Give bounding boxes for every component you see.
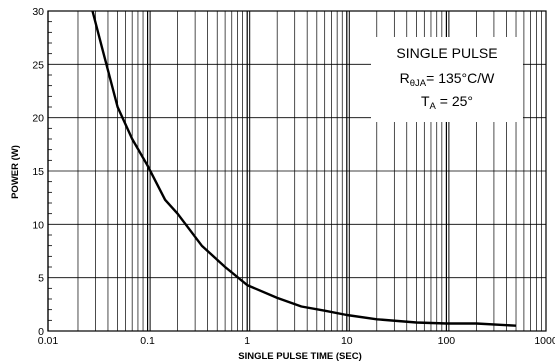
y-tick-label: 20 <box>32 113 44 125</box>
annotation-box: SINGLE PULSE RθJA= 135°C/W TA = 25° <box>371 37 523 122</box>
annotation-resistance-value: = 135°C/W <box>426 70 495 86</box>
x-tick-label: 10 <box>341 335 353 347</box>
y-tick-label: 15 <box>32 166 44 178</box>
y-tick-label: 10 <box>32 219 44 231</box>
y-axis-title: POWER (W) <box>10 145 21 199</box>
y-tick-label: 30 <box>32 6 44 18</box>
annotation-background <box>371 37 523 122</box>
grid-lines <box>47 11 546 331</box>
y-tick-label: 0 <box>38 326 44 338</box>
annotation-line-2: RθJA= 135°C/W <box>400 70 496 89</box>
series-line-power <box>91 10 517 327</box>
y-tick-label: 5 <box>38 273 44 285</box>
annotation-line-1: SINGLE PULSE <box>396 45 497 61</box>
x-tick-label: 1 <box>244 335 250 347</box>
annotation-resistance-symbol: R <box>400 70 410 86</box>
annotation-temp-value: = 25° <box>436 93 473 109</box>
annotation-resistance-subscript: θJA <box>410 78 427 89</box>
x-axis-title: SINGLE PULSE TIME (SEC) <box>238 351 362 362</box>
x-tick-label: 0.1 <box>140 335 155 347</box>
y-tick-label: 25 <box>32 59 44 71</box>
annotation-temp-subscript: A <box>430 101 437 112</box>
x-tick-label: 0.01 <box>38 335 59 347</box>
x-tick-label: 100 <box>438 335 456 347</box>
annotation-line-3: TA = 25° <box>421 93 473 112</box>
x-tick-label: 1000 <box>534 335 555 347</box>
plot-frame <box>47 10 547 332</box>
tick-labels: 0.01 0.1 1 10 100 1000 0 5 10 15 20 25 30 <box>32 6 555 347</box>
annotation-temp-symbol: T <box>421 93 430 109</box>
